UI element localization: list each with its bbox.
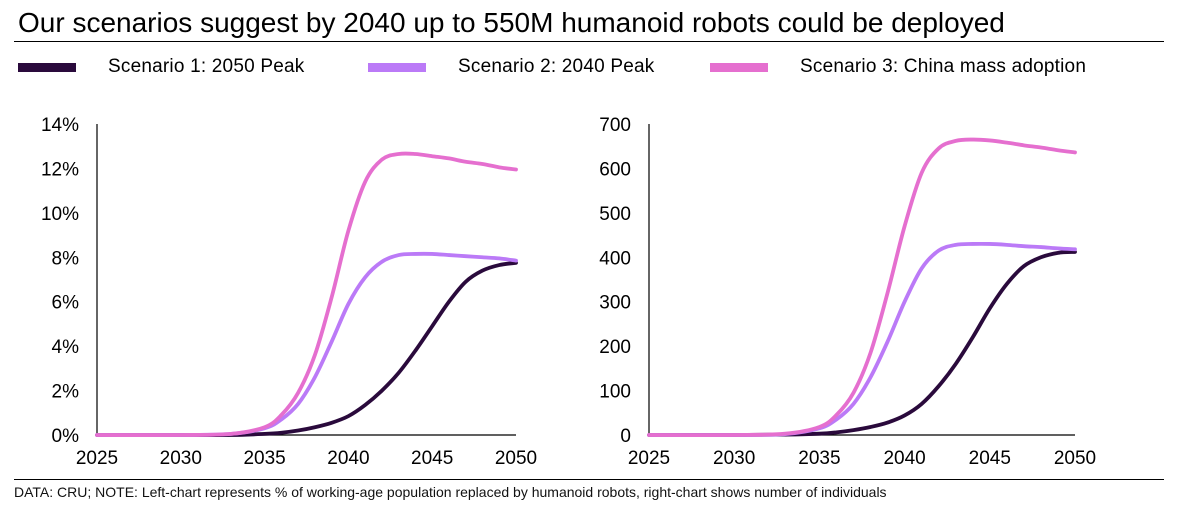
left-x-tick-label: 2035	[243, 448, 285, 469]
right-x-tick-label: 2040	[883, 448, 925, 469]
legend-item-scenario-2: Scenario 2: 2040 Peak	[368, 54, 654, 80]
title-rule	[14, 41, 1164, 42]
right-y-tick-label: 300	[599, 293, 631, 314]
left-y-tick-label: 2%	[52, 382, 80, 403]
legend-swatch-scenario-1	[18, 62, 76, 72]
right-y-tick-label: 500	[599, 204, 631, 225]
left-y-tick-label: 0%	[52, 426, 80, 447]
right-x-tick-label: 2025	[628, 448, 670, 469]
legend-label-scenario-1: Scenario 1: 2050 Peak	[108, 56, 305, 77]
legend-swatch-scenario-2	[368, 62, 426, 72]
legend-label-scenario-3: Scenario 3: China mass adoption	[800, 56, 1087, 77]
left-y-tick-label: 4%	[52, 337, 80, 358]
right-x-tick-label: 2045	[969, 448, 1011, 469]
left-series-line-scenario-1	[95, 260, 518, 437]
left-y-tick-label: 14%	[41, 115, 79, 136]
legend-swatch-scenario-3	[710, 62, 768, 72]
legend-label-scenario-2: Scenario 2: 2040 Peak	[458, 56, 655, 77]
right-series-line-scenario-1	[647, 250, 1077, 437]
right-x-tick-label: 2030	[713, 448, 755, 469]
right-y-tick-label: 600	[599, 159, 631, 180]
right-x-tick-label: 2050	[1054, 448, 1096, 469]
right-series-line-scenario-3	[647, 137, 1077, 437]
footnote-rule	[14, 479, 1164, 480]
chart-title: Our scenarios suggest by 2040 up to 550M…	[18, 7, 1005, 38]
right-y-tick-label: 100	[599, 382, 631, 403]
left-y-tick-label: 12%	[41, 159, 79, 180]
left-x-tick-label: 2050	[495, 448, 537, 469]
right-series-line-scenario-2	[647, 241, 1077, 437]
legend-item-scenario-1: Scenario 1: 2050 Peak	[18, 54, 304, 80]
right-y-tick-label: 200	[599, 337, 631, 358]
right-y-tick-label: 700	[599, 115, 631, 136]
left-y-tick-label: 6%	[52, 293, 80, 314]
left-x-tick-label: 2045	[411, 448, 453, 469]
footnote: DATA: CRU; NOTE: Left-chart represents %…	[14, 484, 887, 500]
left-y-tick-label: 10%	[41, 204, 79, 225]
right-y-tick-label: 0	[620, 426, 631, 447]
legend-item-scenario-3: Scenario 3: China mass adoption	[710, 54, 1086, 80]
left-x-tick-label: 2025	[76, 448, 118, 469]
right-x-tick-label: 2035	[798, 448, 840, 469]
left-x-tick-label: 2030	[160, 448, 202, 469]
left-y-tick-label: 8%	[52, 248, 80, 269]
right-y-tick-label: 400	[599, 248, 631, 269]
left-series-line-scenario-3	[95, 151, 518, 437]
left-x-tick-label: 2040	[327, 448, 369, 469]
